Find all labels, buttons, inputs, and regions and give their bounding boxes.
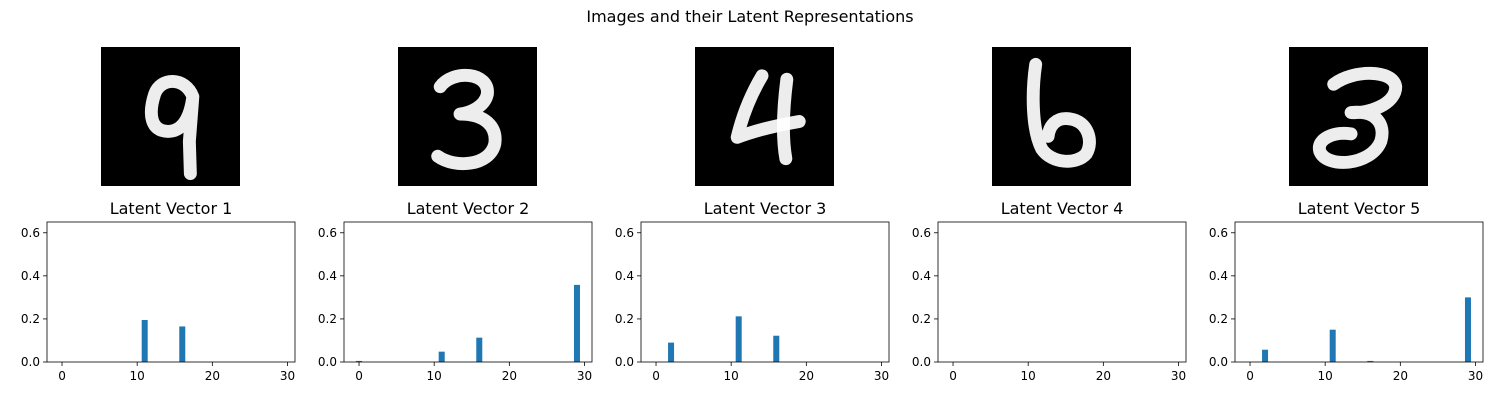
x-tick-label: 0 [355, 369, 363, 383]
bar [476, 337, 483, 362]
axes-frame [46, 221, 296, 363]
panel-2: Latent Vector 2 0 10 20 30 0.0 0.2 0.4 0.6 [318, 47, 593, 383]
panel-5: Latent Vector 5 0 10 20 30 0.0 0.2 0.4 0.6 [1209, 47, 1484, 383]
y-tick-label: 0.4 [1209, 269, 1228, 283]
x-tick-label: 0 [1246, 369, 1254, 383]
x-tick-label: 10 [427, 369, 442, 383]
y-tick-label: 0.4 [21, 269, 40, 283]
y-tick-label: 0.6 [1209, 226, 1228, 240]
x-tick-label: 20 [1096, 369, 1111, 383]
y-tick-label: 0.4 [615, 269, 634, 283]
digit-image-4 [992, 47, 1131, 186]
digit-strokes [431, 68, 502, 170]
digit-strokes [730, 69, 806, 166]
x-tick-label: 20 [799, 369, 814, 383]
y-tick-label: 0.6 [912, 226, 931, 240]
digit-image-background [695, 47, 834, 186]
y-tick-label: 0.4 [318, 269, 337, 283]
axes-frame [343, 221, 593, 363]
x-tick-label: 10 [1318, 369, 1333, 383]
axes-frame [1234, 221, 1484, 363]
digit-stroke [777, 72, 794, 166]
digit-image-1 [101, 47, 240, 186]
chart-title: Latent Vector 1 [110, 199, 233, 218]
bar [773, 335, 780, 362]
y-tick-label: 0.2 [318, 312, 337, 326]
y-tick-label: 0.0 [615, 355, 634, 369]
x-tick-label: 10 [724, 369, 739, 383]
bar [179, 326, 186, 362]
digit-image-5 [1289, 47, 1428, 186]
bar [438, 351, 445, 362]
x-tick-label: 0 [652, 369, 660, 383]
panels: Latent Vector 10 10 20 300.00.20.40.6Latent… [21, 47, 1484, 383]
axes-frame [640, 221, 890, 363]
bar [573, 284, 580, 362]
bar [1367, 360, 1374, 362]
figure-suptitle: Images and their Latent Representations [586, 7, 913, 26]
digit-stroke [1026, 57, 1096, 168]
bar [668, 342, 675, 362]
bar [356, 360, 363, 362]
digit-image-2 [398, 47, 537, 186]
y-tick-label: 0.0 [912, 355, 931, 369]
digit-stroke [431, 68, 502, 170]
bar [1329, 329, 1336, 362]
bar [1262, 349, 1269, 362]
chart-title: Latent Vector 3 [704, 199, 827, 218]
y-tick-label: 0.0 [318, 355, 337, 369]
panel-3: Latent Vector 3 0 10 20 30 0.0 0.2 0.4 0.6 [615, 47, 890, 383]
y-tick-label: 0.0 [1209, 355, 1228, 369]
x-tick-label: 0 [949, 369, 957, 383]
axes-frame [937, 221, 1187, 363]
digit-image-background [101, 47, 240, 186]
y-tick-label: 0.6 [21, 226, 40, 240]
x-tick-label: 30 [874, 369, 889, 383]
digit-strokes [144, 75, 200, 181]
bar [1464, 297, 1471, 362]
chart-title: Latent Vector 2 [407, 199, 530, 218]
x-tick-label: 20 [502, 369, 517, 383]
chart-title: Latent Vector 5 [1298, 199, 1421, 218]
y-tick-label: 0.6 [615, 226, 634, 240]
x-tick-label: 30 [1171, 369, 1186, 383]
x-tick-label: 10 [130, 369, 145, 383]
y-tick-label: 0.2 [21, 312, 40, 326]
panel-4: Latent Vector 4 0 10 20 30 0.0 0.2 0.4 0.6 [912, 47, 1187, 383]
x-tick-label: 20 [1393, 369, 1408, 383]
bar [141, 320, 148, 362]
digit-stroke [1312, 66, 1403, 169]
bar [735, 316, 742, 362]
y-tick-label: 0.0 [21, 355, 40, 369]
x-tick-label: 10 [1021, 369, 1036, 383]
digit-image-3 [695, 47, 834, 186]
digit-strokes [1312, 66, 1403, 169]
y-tick-label: 0.6 [318, 226, 337, 240]
x-tick-label: 30 [1468, 369, 1483, 383]
chart-title: Latent Vector 4 [1001, 199, 1124, 218]
x-tick-label: 0 [58, 369, 66, 383]
y-tick-label: 0.2 [1209, 312, 1228, 326]
y-tick-label: 0.4 [912, 269, 931, 283]
x-tick-label: 30 [280, 369, 295, 383]
x-tick-label: 30 [577, 369, 592, 383]
digit-strokes [1026, 57, 1096, 168]
digit-stroke [144, 75, 200, 181]
x-tick-label: 20 [205, 369, 220, 383]
y-tick-label: 0.2 [615, 312, 634, 326]
y-tick-label: 0.2 [912, 312, 931, 326]
panel-1: Latent Vector 1 0 10 20 30 0.0 0.2 0.4 0.6 [21, 47, 296, 383]
